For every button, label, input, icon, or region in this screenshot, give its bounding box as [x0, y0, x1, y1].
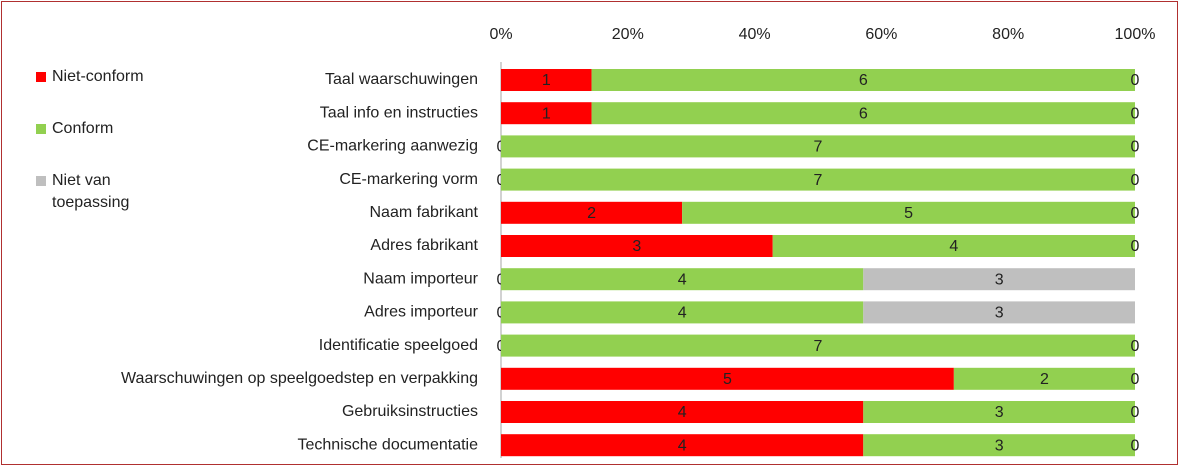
data-label: 4	[678, 437, 687, 454]
bar-segment	[863, 301, 1135, 324]
bar-segment	[863, 401, 1135, 423]
data-label: 0	[1131, 105, 1140, 122]
bar-segment	[501, 367, 954, 390]
bar-segment	[682, 201, 1135, 224]
legend: Niet-conform Conform Niet van toepassing	[36, 66, 166, 244]
data-label: 7	[814, 338, 823, 355]
y-tick-label: Waarschuwingen op speelgoedstep en verpa…	[121, 370, 478, 387]
bar-segment	[772, 235, 1135, 257]
data-label: 0	[1131, 139, 1140, 156]
data-label: 0	[1131, 338, 1140, 355]
bar-segment	[863, 434, 1135, 457]
data-label: 4	[678, 271, 687, 288]
legend-item: Conform	[36, 118, 166, 140]
y-tick-label: Gebruiksinstructies	[342, 403, 478, 420]
legend-swatch	[36, 124, 46, 134]
data-label: 7	[814, 139, 823, 156]
y-tick-label: CE-markering vorm	[339, 171, 478, 188]
data-label: 5	[904, 205, 913, 222]
data-label: 0	[1131, 371, 1140, 388]
x-tick-label: 40%	[739, 26, 771, 43]
legend-label: Conform	[52, 120, 114, 137]
y-tick-label: Naam importeur	[363, 270, 478, 287]
data-label: 0	[1131, 72, 1140, 89]
bar-segment	[863, 268, 1135, 291]
bar-segment	[501, 201, 683, 224]
data-label: 0	[1131, 172, 1140, 189]
x-tick-label: 100%	[1115, 26, 1156, 43]
data-label: 1	[542, 105, 551, 122]
bar-segment	[501, 135, 1135, 158]
legend-swatch	[36, 72, 46, 82]
y-tick-label: Adres fabrikant	[370, 237, 478, 254]
data-label: 3	[995, 404, 1004, 421]
data-label: 0	[1131, 205, 1140, 222]
bar-segment	[591, 102, 1135, 125]
data-label: 7	[814, 172, 823, 189]
data-label: 2	[587, 205, 596, 222]
data-label: 6	[859, 105, 868, 122]
data-label: 0	[1131, 238, 1140, 255]
bar-segment	[953, 367, 1135, 390]
x-tick-label: 20%	[612, 26, 644, 43]
bar-segment	[501, 168, 1135, 191]
legend-item: Niet-conform	[36, 66, 166, 88]
data-label: 2	[1040, 371, 1049, 388]
bar-segment	[501, 69, 592, 91]
y-tick-label: CE-markering aanwezig	[307, 138, 478, 155]
bar-segment	[501, 235, 773, 257]
data-label: 5	[723, 371, 732, 388]
x-tick-label: 60%	[865, 26, 897, 43]
bar-segment	[501, 401, 864, 423]
y-tick-label: Identificatie speelgoed	[319, 337, 478, 354]
bar-segment	[501, 102, 592, 125]
x-tick-label: 0%	[489, 26, 512, 43]
legend-swatch	[36, 176, 46, 186]
data-label: 3	[995, 305, 1004, 322]
y-tick-label: Taal info en instructies	[320, 104, 478, 121]
data-label: 4	[678, 305, 687, 322]
bar-segment	[591, 69, 1135, 91]
x-tick-label: 80%	[992, 26, 1024, 43]
y-tick-label: Naam fabrikant	[370, 204, 479, 221]
bar-segment	[501, 334, 1135, 357]
data-label: 4	[949, 238, 958, 255]
data-label: 3	[632, 238, 641, 255]
data-label: 4	[678, 404, 687, 421]
bar-segment	[501, 268, 864, 291]
bar-segment	[501, 434, 864, 457]
y-tick-label: Technische documentatie	[297, 436, 478, 453]
data-label: 0	[1131, 404, 1140, 421]
legend-item: Niet van toepassing	[36, 170, 166, 214]
data-label: 3	[995, 437, 1004, 454]
y-tick-label: Taal waarschuwingen	[325, 71, 478, 88]
y-tick-label: Adres importeur	[364, 304, 478, 321]
legend-label: Niet van toepassing	[52, 172, 130, 211]
data-label: 6	[859, 72, 868, 89]
legend-label: Niet-conform	[52, 68, 144, 85]
data-label: 1	[542, 72, 551, 89]
bar-segment	[501, 301, 864, 324]
data-label: 0	[1131, 437, 1140, 454]
data-label: 3	[995, 271, 1004, 288]
